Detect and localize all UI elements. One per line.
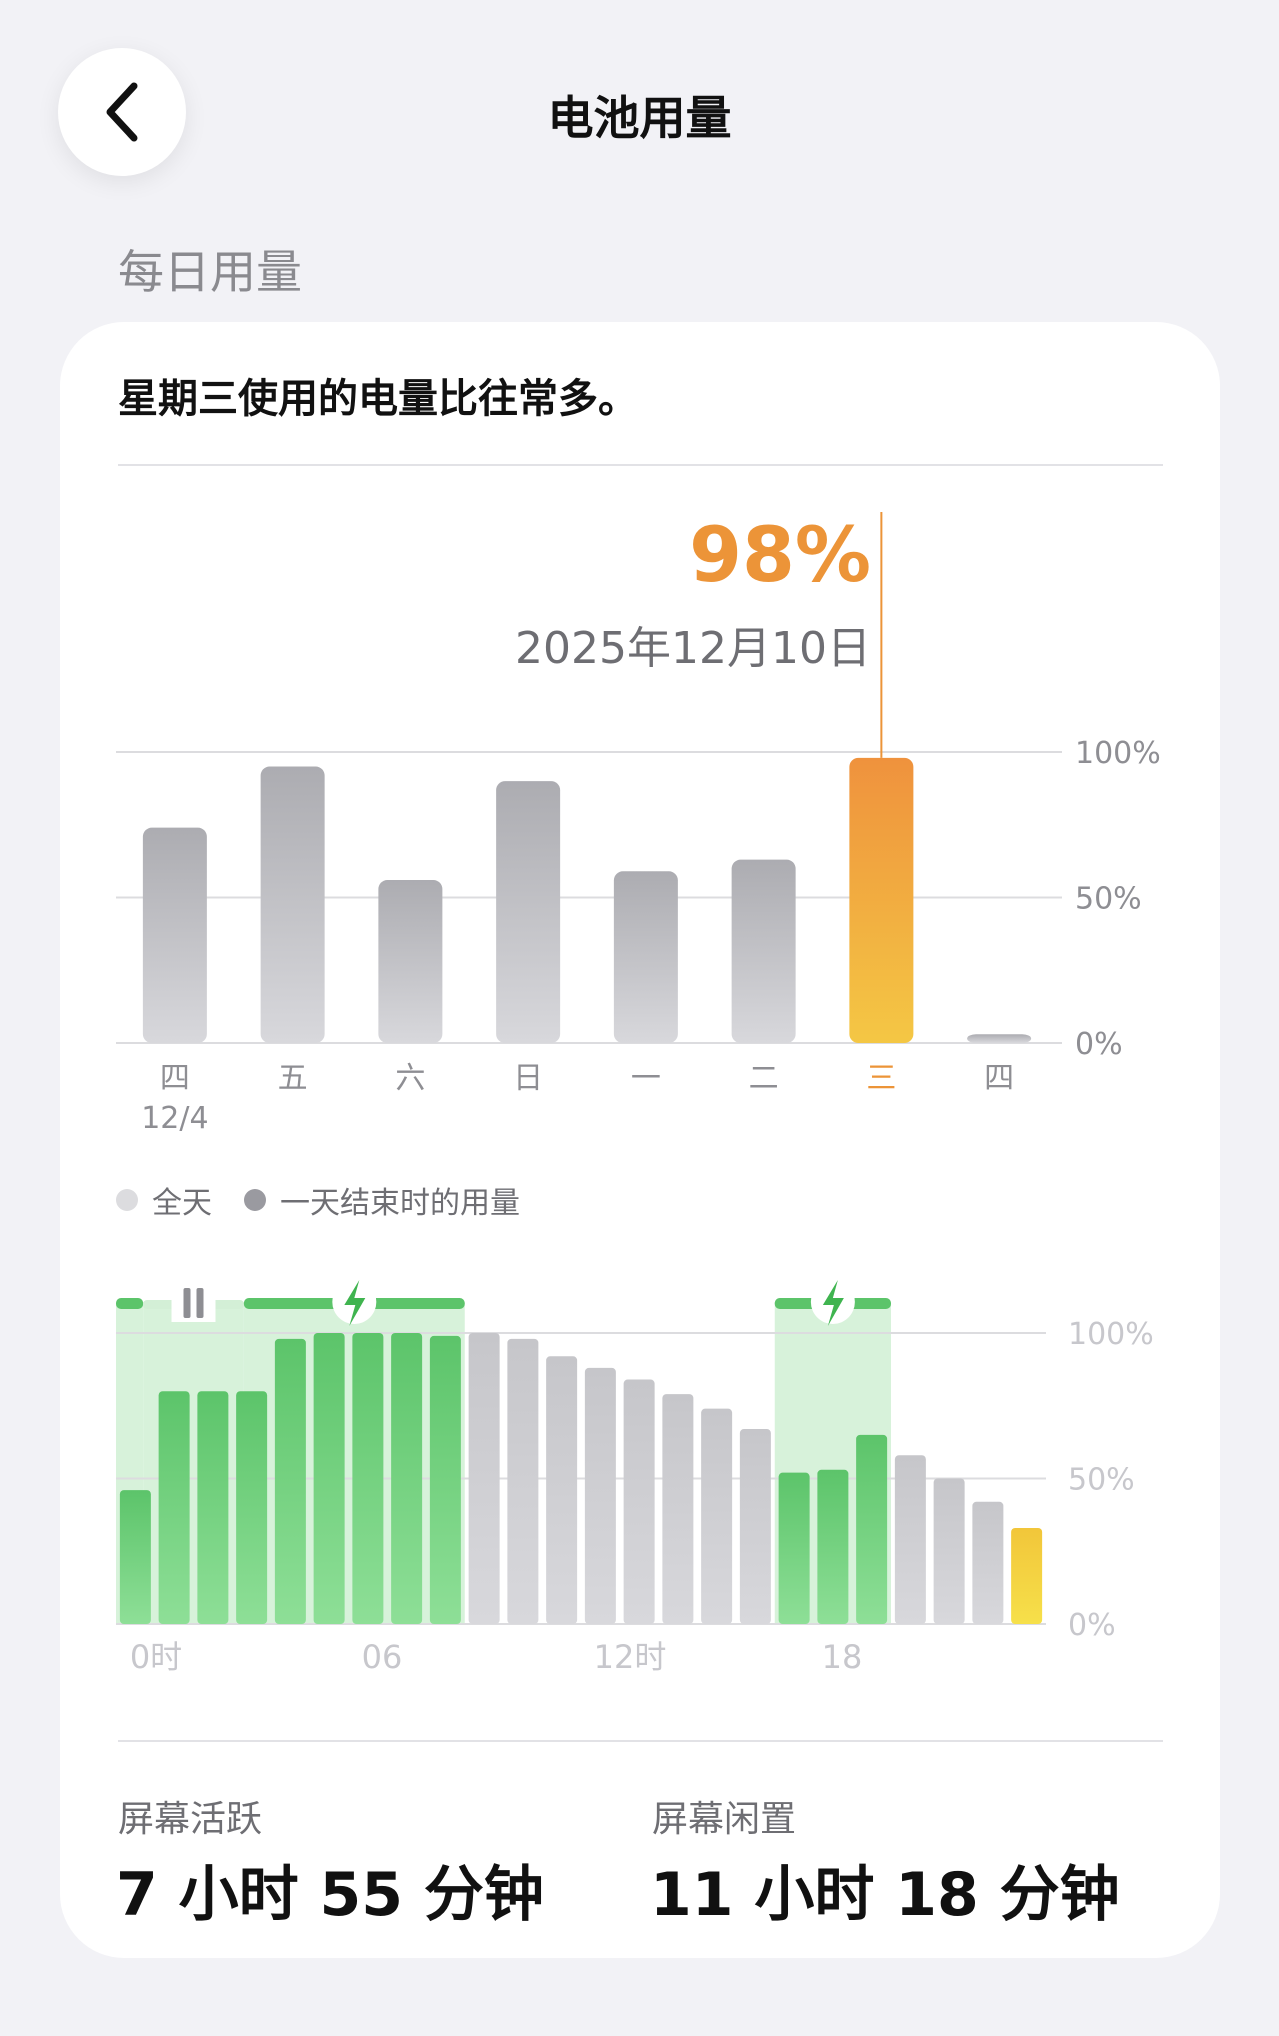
divider-top [118, 464, 1163, 466]
screen-active-label: 屏幕活跃 [118, 1799, 263, 1840]
bar [260, 766, 325, 1043]
charging-top-bar [116, 1298, 144, 1309]
legend-label: 一天结束时的用量 [280, 1186, 520, 1221]
hourly-usage-chart[interactable]: 100% 50% 0% 0时 06 12时 18 [0, 0, 1279, 1720]
x-tick-label: 06 [362, 1638, 403, 1676]
x-tick-label: 六 [395, 1061, 425, 1096]
bolt-icon [344, 1280, 366, 1326]
hourly-bar [856, 1434, 888, 1624]
hourly-bar [313, 1333, 345, 1624]
screen-idle-label: 屏幕闲置 [652, 1799, 797, 1840]
charging-overlay [143, 1302, 244, 1624]
x-tick-label: 12时 [594, 1638, 667, 1676]
x-tick-label: 四 [984, 1061, 1014, 1096]
insight-text: 星期三使用的电量比往常多。 [118, 376, 638, 422]
hourly-bar [972, 1501, 1004, 1624]
bar [496, 781, 561, 1043]
bar [849, 757, 914, 1043]
selected-day-date: 2025年12月10日 [515, 623, 871, 674]
screen-active-value: 7 小时 55 分钟 [116, 1860, 544, 1930]
hourly-bar [894, 1455, 926, 1624]
bar [378, 880, 443, 1043]
bar [967, 1034, 1032, 1043]
x-tick-label: 日 [513, 1061, 543, 1096]
daily-usage-chart[interactable]: 100% 50% 0% 四 12/4 五 六 日 一 二 三 四 [0, 0, 1279, 1160]
y-tick-label: 100% [1075, 736, 1161, 771]
pause-icon [196, 1288, 204, 1318]
hourly-bar [429, 1335, 461, 1624]
hourly-bar [546, 1356, 578, 1624]
screen-idle-value: 11 小时 18 分钟 [650, 1860, 1120, 1930]
hourly-bar [778, 1472, 810, 1624]
hourly-bar [584, 1367, 616, 1624]
x-tick-label: 0时 [130, 1638, 182, 1676]
hourly-bar [352, 1333, 384, 1624]
x-tick-label: 18 [822, 1638, 863, 1676]
hourly-bar [119, 1490, 151, 1624]
battery-usage-card [60, 322, 1220, 1958]
y-tick-label: 0% [1075, 1027, 1123, 1062]
hourly-bar [817, 1469, 849, 1624]
hourly-bar [623, 1379, 655, 1624]
hourly-bar [933, 1478, 965, 1624]
pause-icon [183, 1288, 191, 1318]
hourly-bar [274, 1338, 306, 1624]
hourly-bar [158, 1391, 190, 1624]
legend-item-end-of-day: 一天结束时的用量 [244, 1178, 520, 1222]
hourly-bar [739, 1429, 771, 1624]
pause-icon-bg [171, 1284, 216, 1322]
x-tick-label: 五 [278, 1061, 308, 1096]
hourly-bar [236, 1391, 268, 1624]
chevron-left-icon [106, 82, 138, 142]
page-title: 电池用量 [547, 91, 732, 145]
x-tick-label: 四 [160, 1061, 190, 1096]
section-header: 每日用量 [118, 245, 302, 299]
x-tick-label: 一 [631, 1061, 661, 1096]
x-tick-label: 二 [749, 1061, 779, 1096]
bolt-icon [822, 1280, 844, 1326]
selected-day-value: 98% [689, 510, 871, 599]
hourly-bar [468, 1333, 500, 1624]
hourly-bar [507, 1338, 539, 1624]
divider-bottom [118, 1740, 1163, 1742]
hourly-bar [1011, 1527, 1043, 1624]
y-tick-label: 50% [1075, 882, 1142, 917]
hourly-bar [197, 1391, 229, 1624]
hourly-bar [701, 1408, 733, 1624]
x-tick-label: 三 [866, 1061, 896, 1096]
y-tick-label: 50% [1068, 1463, 1135, 1498]
hourly-bar [391, 1333, 423, 1624]
x-tick-sublabel: 12/4 [141, 1101, 208, 1136]
chart-legend: 全天 一天结束时的用量 [116, 1178, 552, 1222]
legend-dot-all-day [116, 1189, 138, 1211]
bar [142, 827, 207, 1043]
hourly-bar [662, 1394, 694, 1624]
legend-item-all-day: 全天 [116, 1178, 212, 1222]
bar [613, 871, 678, 1043]
y-tick-label: 100% [1068, 1317, 1154, 1352]
bar [731, 859, 796, 1043]
y-tick-label: 0% [1068, 1608, 1116, 1643]
legend-dot-end-of-day [244, 1189, 266, 1211]
legend-label: 全天 [152, 1186, 212, 1221]
back-button[interactable] [58, 48, 186, 176]
